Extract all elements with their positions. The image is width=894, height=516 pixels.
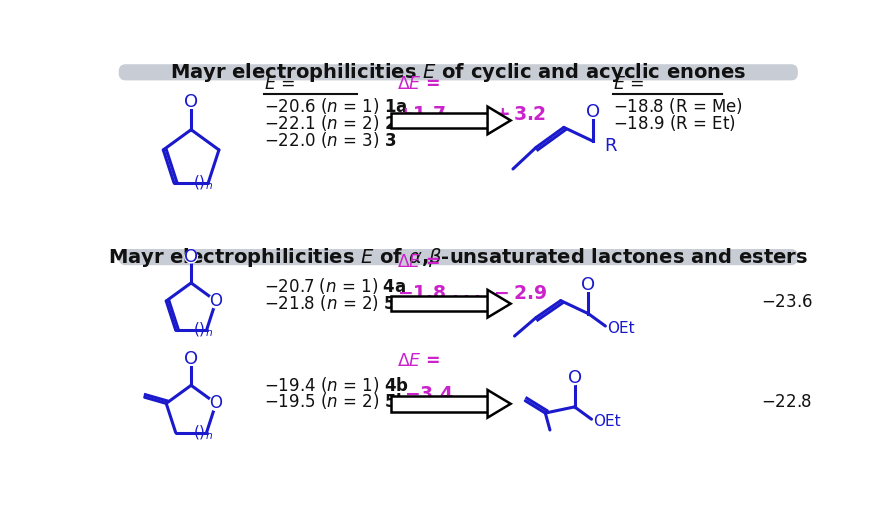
Circle shape (582, 279, 594, 292)
Text: O: O (184, 248, 198, 266)
Text: $\mathit{\Delta E}$ =: $\mathit{\Delta E}$ = (397, 352, 441, 370)
Polygon shape (487, 107, 510, 134)
Text: $\mathit{\Delta E}$ =: $\mathit{\Delta E}$ = (397, 253, 441, 271)
Circle shape (185, 251, 197, 263)
Text: $-$21.8 ($\mathit{n}$ = 2) $\mathbf{5a}$: $-$21.8 ($\mathit{n}$ = 2) $\mathbf{5a}$ (264, 293, 407, 313)
Text: $\mathit{\mathbf{-1.8\ ...\ -2.9}}$: $\mathit{\mathbf{-1.8\ ...\ -2.9}}$ (397, 284, 547, 303)
Text: $-$23.6: $-$23.6 (760, 293, 812, 311)
Text: O: O (184, 350, 198, 368)
Text: O: O (209, 394, 223, 412)
Text: $-$19.5 ($\mathit{n}$ = 2) $\mathbf{5b}$: $-$19.5 ($\mathit{n}$ = 2) $\mathbf{5b}$ (264, 392, 409, 411)
Circle shape (586, 106, 599, 118)
Text: $\mathit{E}$ =: $\mathit{E}$ = (264, 75, 295, 93)
Polygon shape (487, 390, 510, 417)
Text: $-$20.7 ($\mathit{n}$ = 1) $\mathbf{4a}$: $-$20.7 ($\mathit{n}$ = 1) $\mathbf{4a}$ (264, 276, 406, 296)
Bar (391, 296, 487, 311)
Text: R: R (603, 137, 616, 155)
FancyBboxPatch shape (119, 249, 797, 265)
Text: OEt: OEt (606, 321, 634, 336)
Circle shape (185, 96, 197, 108)
Text: $-$18.8 (R = Me): $-$18.8 (R = Me) (612, 96, 742, 116)
Text: O: O (567, 369, 581, 388)
Text: $-$19.4 ($\mathit{n}$ = 1) $\mathbf{4b}$: $-$19.4 ($\mathit{n}$ = 1) $\mathbf{4b}$ (264, 375, 409, 395)
Text: O: O (581, 276, 595, 294)
Text: $-$18.9 (R = Et): $-$18.9 (R = Et) (612, 112, 735, 133)
Text: $\mathit{E}$ =: $\mathit{E}$ = (612, 75, 644, 93)
Text: Mayr electrophilicities $\mathit{E}$ of $\alpha$,$\beta$-unsaturated lactones an: Mayr electrophilicities $\mathit{E}$ of … (108, 246, 807, 269)
Text: $()_n$: $()_n$ (192, 424, 213, 442)
Polygon shape (487, 290, 510, 317)
Text: $-$22.1 ($\mathit{n}$ = 2) $\mathbf{2a}$: $-$22.1 ($\mathit{n}$ = 2) $\mathbf{2a}$ (264, 112, 408, 133)
Text: $()_n$: $()_n$ (192, 173, 213, 192)
Bar (391, 112, 487, 128)
Text: O: O (586, 103, 600, 121)
Text: Mayr electrophilicities $\mathit{E}$ of cyclic and acyclic enones: Mayr electrophilicities $\mathit{E}$ of … (170, 61, 746, 84)
Circle shape (209, 294, 223, 308)
Text: OEt: OEt (593, 414, 620, 429)
Text: O: O (184, 93, 198, 111)
Text: $\mathit{\Delta E}$ =: $\mathit{\Delta E}$ = (397, 75, 441, 93)
Text: $()_n$: $()_n$ (192, 321, 213, 340)
Text: $-$22.8: $-$22.8 (760, 393, 811, 411)
Text: O: O (209, 292, 223, 310)
Text: $-$22.0 ($\mathit{n}$ = 3) $\mathbf{3}$: $-$22.0 ($\mathit{n}$ = 3) $\mathbf{3}$ (264, 130, 396, 150)
Bar (391, 396, 487, 411)
FancyBboxPatch shape (119, 64, 797, 80)
Circle shape (209, 396, 223, 410)
Text: $\mathit{\mathbf{+1.7\ ...\ +3.2}}$: $\mathit{\mathbf{+1.7\ ...\ +3.2}}$ (397, 105, 546, 124)
Circle shape (568, 372, 580, 384)
Text: $\mathit{\mathbf{-3.4}}$: $\mathit{\mathbf{-3.4}}$ (403, 384, 453, 404)
Text: $-$20.6 ($\mathit{n}$ = 1) $\mathbf{1a}$: $-$20.6 ($\mathit{n}$ = 1) $\mathbf{1a}$ (264, 96, 408, 116)
Circle shape (185, 353, 197, 365)
